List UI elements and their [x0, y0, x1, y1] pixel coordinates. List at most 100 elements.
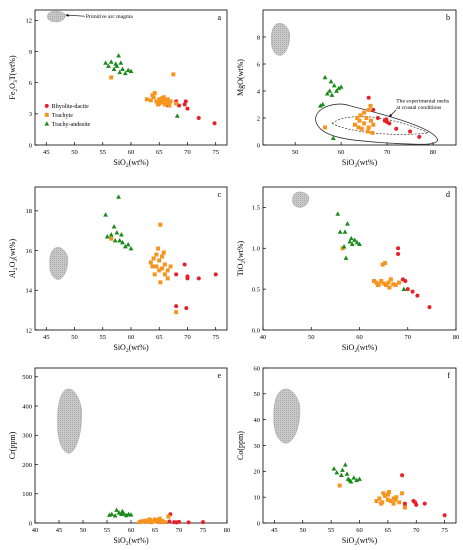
point-trachyte [141, 519, 145, 524]
point-trachyte [337, 483, 342, 488]
x-axis-label: SiO2(wt%) [113, 158, 149, 169]
y-tick-label: 0.5 [252, 286, 260, 293]
point-trachyte [152, 91, 157, 96]
point-trachyte [391, 282, 396, 287]
annotation-arrow [389, 109, 397, 117]
x-tick-label: 75 [212, 334, 219, 341]
point-trachyte [162, 520, 167, 525]
x-tick-label: 55 [328, 527, 335, 534]
point-trachyte [156, 246, 161, 251]
y-axis-label-group: Fe2O3T(wt%) [8, 55, 19, 100]
point-trachyte [165, 276, 170, 281]
point-rhyolite-dacite [394, 126, 399, 131]
y-tick-label: 0 [257, 520, 260, 527]
y-tick-label: 18 [26, 208, 33, 215]
point-rhyolite-dacite [213, 272, 218, 277]
point-trachyte [174, 101, 179, 106]
x-axis-label: SiO2(wt%) [342, 536, 378, 547]
x-tick-label: 45 [271, 527, 278, 534]
point-trachyte [371, 122, 376, 127]
point-trachyte [151, 256, 156, 261]
panel-d: 40 50 60 70 80 0.0 0.5 1.0 1.5 SiO2(wt%) TiO2(wt%)… [236, 186, 460, 354]
point-trachyte [377, 496, 382, 501]
panel-f: 45 50 55 60 65 70 75 0 10 20 30 40 50 60 SiO2(wt%) Co(p… [236, 365, 457, 547]
point-rhyolite-dacite [415, 293, 420, 298]
x-tick-label: 80 [430, 149, 437, 156]
x-tick-label: 65 [152, 527, 159, 534]
point-rhyolite-dacite [201, 520, 205, 525]
point-trachy-andesite [114, 230, 120, 235]
point-trachyte [153, 517, 157, 522]
point-trachyte [109, 236, 114, 241]
point-trachyte [171, 72, 176, 77]
y-axis-label: Co(ppm) [236, 431, 245, 460]
x-tick-label: 70 [384, 149, 391, 156]
legend-label: Trachy-andesite [52, 122, 91, 128]
y-axis-label-group: Cr(ppm) [8, 431, 17, 459]
point-trachy-andesite [334, 470, 340, 475]
point-trachyte [386, 280, 391, 285]
point-trachyte [388, 277, 393, 282]
point-trachyte [400, 491, 405, 496]
point-trachy-andesite [116, 53, 121, 58]
annotation-text: Primitive arc magma [86, 14, 133, 20]
point-trachyte [157, 258, 162, 263]
point-trachyte [160, 254, 165, 259]
point-trachyte [156, 102, 161, 107]
point-trachy-andesite [113, 61, 119, 66]
x-tick-label: 80 [453, 334, 460, 341]
annotation-text: The experimental melts [396, 98, 449, 104]
x-tick-label: 75 [441, 527, 448, 534]
y-tick-label: 0 [29, 142, 32, 149]
panel-a: 45 50 55 60 65 70 75 0 3 6 9 12 SiO2(wt%) Fe2O3T(wt%)… [8, 9, 228, 169]
point-trachyte [149, 520, 154, 525]
x-tick-label: 65 [156, 149, 163, 156]
point-trachy-andesite [174, 113, 180, 118]
point-trachy-andesite [349, 241, 355, 246]
point-trachy-andesite [345, 221, 350, 226]
point-trachyte [368, 103, 373, 108]
point-trachyte [397, 280, 402, 285]
y-axis-label: MgO(wt%) [236, 59, 245, 96]
point-trachyte [370, 130, 375, 135]
point-trachyte [150, 264, 155, 269]
y-axis-label: TiO2(wt%) [236, 240, 247, 276]
point-trachyte [357, 118, 362, 123]
y-tick-label: 14 [26, 288, 33, 295]
point-trachy-andesite [112, 513, 118, 518]
point-trachy-andesite [125, 67, 131, 73]
y-tick-label: 4 [257, 88, 261, 95]
point-trachy-andesite [347, 477, 353, 483]
point-trachyte [165, 97, 170, 102]
point-trachyte [174, 310, 179, 315]
point-trachy-andesite [329, 92, 335, 97]
point-trachy-andesite [119, 508, 125, 514]
point-trachy-andesite [114, 507, 119, 512]
x-axis-label: SiO2(wt%) [113, 343, 149, 354]
point-rhyolite-dacite [375, 116, 380, 120]
point-trachyte [109, 75, 114, 80]
point-trachy-andesite [348, 235, 354, 241]
point-trachyte [323, 125, 328, 130]
x-axis-label: SiO2(wt%) [342, 343, 378, 354]
panel-c: 45 50 55 60 65 70 75 12 14 16 18 SiO2(wt%) Al2O3(wt%… [8, 186, 228, 354]
point-trachy-andesite [103, 60, 108, 65]
point-trachyte [152, 272, 157, 277]
point-trachyte [380, 262, 385, 267]
point-trachyte [154, 252, 159, 257]
x-tick-label: 70 [184, 149, 191, 156]
point-trachyte [162, 102, 167, 107]
point-trachy-andesite [336, 85, 342, 91]
plot-frame [262, 9, 457, 146]
point-trachy-andesite [354, 239, 360, 245]
point-trachy-andesite [128, 245, 134, 251]
point-trachyte [158, 98, 163, 103]
x-tick-label: 45 [56, 527, 63, 534]
point-trachy-andesite [347, 239, 353, 244]
point-rhyolite-dacite [366, 95, 371, 100]
point-trachy-andesite [331, 466, 337, 471]
point-trachyte [384, 283, 389, 288]
point-rhyolite-dacite [371, 107, 376, 112]
point-trachy-andesite [116, 194, 121, 199]
point-trachy-andesite [344, 471, 350, 476]
